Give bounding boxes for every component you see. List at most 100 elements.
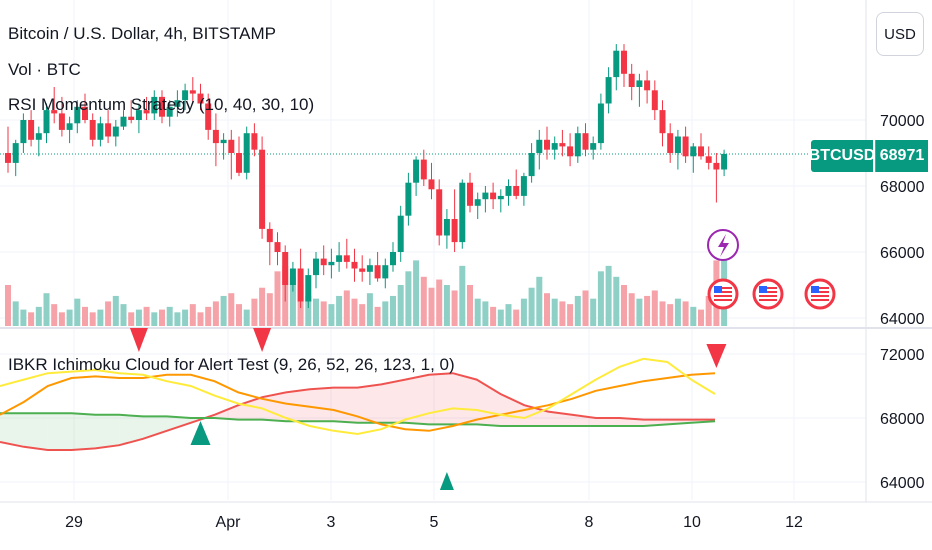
flag-stripe: [714, 299, 732, 301]
volume-bar: [667, 304, 674, 326]
volume-bar: [644, 295, 651, 326]
volume-bar: [120, 304, 127, 326]
candle-body: [58, 113, 65, 130]
volume-bar: [474, 298, 481, 326]
cloud-segment: [357, 384, 382, 423]
flag-canton: [811, 286, 819, 293]
flag-stripe: [811, 291, 829, 293]
volume-bar: [651, 290, 658, 326]
candle-body: [166, 106, 173, 117]
cloud-segment: [119, 414, 143, 446]
candle-body: [159, 96, 165, 117]
candle-body: [605, 77, 612, 104]
candle-body: [451, 219, 458, 243]
candle-body: [667, 133, 674, 153]
candle-body: [336, 255, 343, 262]
candle-body: [567, 146, 574, 157]
span-a-line: [0, 412, 716, 427]
volume-bar: [266, 293, 273, 326]
volume-bar: [621, 285, 627, 326]
flag-stripe: [811, 287, 829, 289]
time-tick-label: 10: [683, 514, 701, 531]
candle-body: [174, 100, 181, 107]
candle-body: [313, 258, 319, 276]
flag-stripe: [759, 291, 777, 293]
ichimoku-cloud: [0, 373, 715, 450]
candle-body: [289, 268, 296, 285]
volume-bar: [459, 265, 466, 326]
volume-bar: [205, 306, 212, 326]
volume-bar: [467, 285, 473, 326]
time-tick-label: 5: [430, 514, 439, 531]
candle-body: [443, 219, 450, 236]
signal-markers: [129, 328, 727, 490]
flag-stripe: [759, 299, 777, 301]
flag-stripe: [714, 295, 732, 297]
cloud-segment: [429, 373, 453, 425]
time-tick-label: Apr: [216, 514, 242, 531]
candle-body: [105, 123, 112, 137]
buy-signal-arrow: [190, 421, 211, 445]
candle-body: [520, 176, 527, 196]
volume-bar: [567, 304, 574, 326]
candle-body: [205, 103, 212, 130]
volume-bar: [135, 309, 142, 326]
sell-signal-arrow: [706, 344, 727, 368]
volume-bar: [89, 312, 96, 326]
candle-body: [359, 268, 366, 272]
volume-bar: [574, 295, 581, 326]
volume-bar: [112, 295, 119, 326]
candle-body: [682, 136, 689, 157]
event-icons[interactable]: [707, 229, 836, 310]
candle-body: [490, 192, 497, 200]
volume-bar: [605, 265, 612, 326]
volume-bar: [251, 298, 258, 326]
candle-body: [189, 90, 196, 94]
volume-bar: [366, 293, 373, 326]
indicator-legend: IBKR Ichimoku Cloud for Alert Test (9, 2…: [8, 355, 455, 374]
lightning-bolt-icon: [718, 234, 729, 257]
candle-body: [143, 110, 150, 114]
candle-body: [351, 261, 358, 269]
volume-bar: [559, 301, 566, 326]
volume-bar: [405, 271, 412, 326]
sell-signal-arrow: [129, 328, 148, 352]
us-flag-icon[interactable]: [707, 278, 739, 310]
volume-bar: [43, 293, 50, 326]
candle-body: [674, 136, 681, 153]
candle-body: [97, 123, 104, 140]
candle-body: [659, 110, 666, 134]
candle-body: [705, 156, 712, 163]
currency-button[interactable]: USD: [876, 12, 924, 56]
us-flag-icon[interactable]: [804, 278, 836, 310]
candle-body: [528, 153, 535, 177]
candle-body: [305, 275, 312, 302]
cloud-segment: [238, 397, 263, 420]
volume-bar: [628, 293, 635, 326]
candle-body: [151, 96, 158, 114]
volume-bar: [343, 290, 350, 326]
candle-body: [536, 139, 543, 153]
flag-stripe: [714, 291, 732, 293]
ichimoku-lines: [0, 357, 716, 451]
candle-body: [135, 110, 142, 120]
candle-body: [51, 110, 58, 114]
candle-body: [366, 265, 373, 272]
indicator-tick-label: 64000: [880, 475, 925, 492]
buy-signal-arrow: [439, 472, 454, 490]
cloud-segment: [309, 387, 334, 422]
candle-body: [621, 50, 627, 74]
volume-bar: [374, 306, 381, 326]
candle-body: [590, 143, 597, 150]
volume-bar: [505, 304, 512, 326]
us-flag-icon[interactable]: [752, 278, 784, 310]
cloud-segment: [0, 413, 24, 447]
volume-bar: [189, 304, 196, 326]
candle-body: [513, 186, 520, 196]
volume-bar: [212, 301, 219, 326]
candle-body: [243, 133, 250, 173]
volume-bar: [20, 309, 27, 326]
volume-bar: [259, 287, 266, 326]
volume-bar: [82, 306, 88, 326]
